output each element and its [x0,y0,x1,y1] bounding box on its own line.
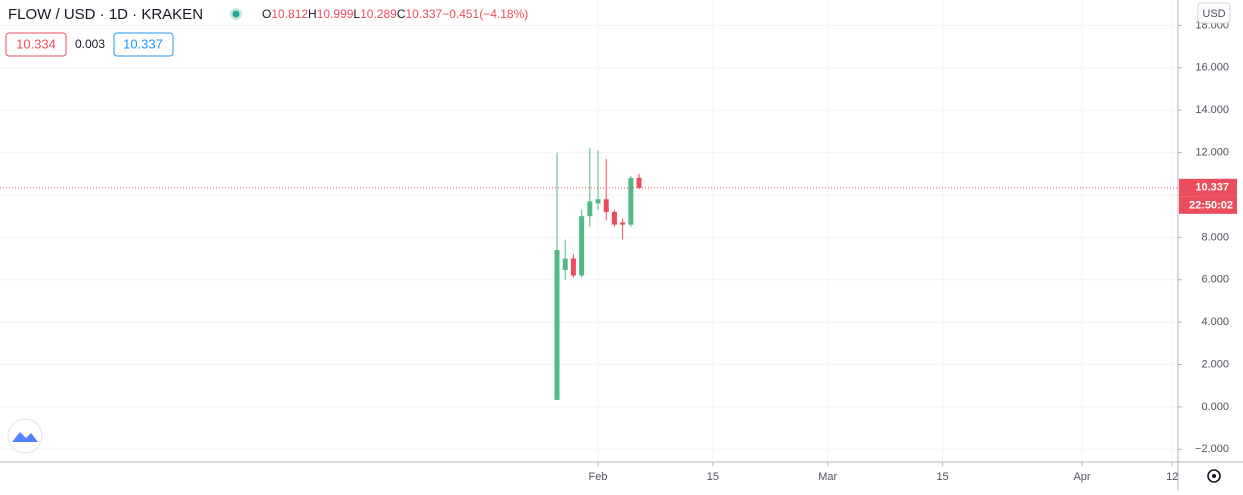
candle-body [620,222,626,225]
x-tick-label: Apr [1073,471,1090,483]
currency: USD [1202,8,1225,20]
x-tick-label: Feb [589,471,608,483]
settings[interactable] [1207,469,1221,483]
ohlc-label: O [262,7,271,21]
y-tick-label: 0.000 [1201,401,1229,413]
x-tick-label: Mar [818,471,837,483]
y-tick-label: 14.000 [1195,104,1229,116]
y-tick-label: 2.000 [1201,358,1229,370]
candle-body [570,258,576,276]
candle-body [603,199,609,212]
candle-body [628,178,634,225]
price-tag-label: 10.337 [1195,182,1229,194]
candle-body [554,250,560,400]
grid [0,0,1178,462]
x-tick-label: 15 [707,471,719,483]
currency-box[interactable] [1197,2,1231,24]
y-tick-label: 6.000 [1201,274,1229,286]
ask-box[interactable] [113,32,174,57]
ohlc-value: 10.337 [405,7,442,21]
price-tag [1179,178,1237,197]
y-tick-label: −2.000 [1195,443,1229,455]
countdown: 22:50:02 [1189,200,1233,212]
x-tick-label: 12 [1166,471,1178,483]
countdown-box [1179,196,1237,214]
ohlc-label: H [308,7,317,21]
x-tick-label: 15 [936,471,948,483]
candle-body [636,177,642,188]
y-tick-label: 16.000 [1195,62,1229,74]
spread: 0.003 [75,37,105,51]
y-tick-label: 8.000 [1201,231,1229,243]
change: −0.451 [442,7,479,21]
bid: 10.334 [16,36,56,51]
ohlc-label: L [353,7,360,21]
candles [0,148,1178,400]
logo-icon [12,432,38,442]
change-pct: (−4.18%) [479,7,528,21]
ohlc-value: 10.999 [317,7,354,21]
ohlc-label: C [397,7,406,21]
status-dot [232,10,240,18]
candle-body [595,199,601,204]
settings-icon [1212,474,1216,478]
candle-body [587,201,593,217]
ohlc: O10.812H10.999L10.289C10.337−0.451(−4.18… [262,7,528,21]
ohlc-value: 10.289 [360,7,397,21]
candle-body [562,258,568,270]
symbol: FLOW / USD · 1D · KRAKEN [8,6,203,23]
candle-body [611,211,617,225]
y-tick-label: 4.000 [1201,316,1229,328]
candle-body [579,216,585,276]
logo[interactable] [7,418,43,454]
ask: 10.337 [123,36,163,51]
bid-box[interactable] [5,32,67,57]
y-tick-label: 12.000 [1195,146,1229,158]
ohlc-value: 10.812 [271,7,308,21]
axes: −2.0000.0002.0004.0006.0008.00010.00012.… [589,19,1237,483]
